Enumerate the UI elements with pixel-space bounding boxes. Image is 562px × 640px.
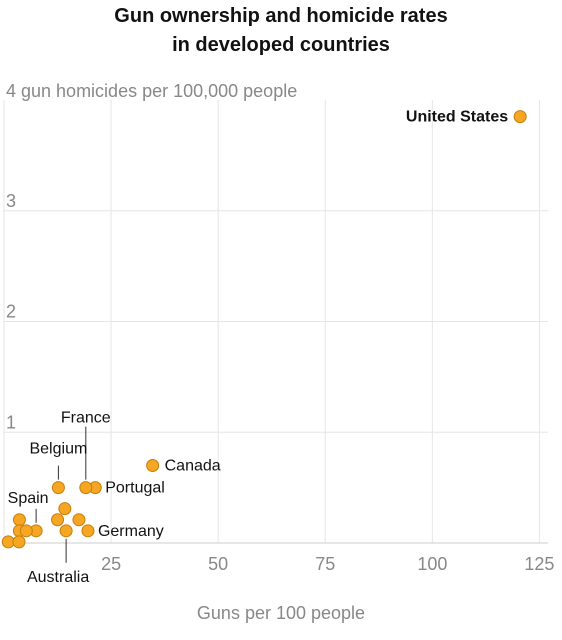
- y-axis-label: 4 gun homicides per 100,000 people: [6, 81, 297, 101]
- point-label-spain: Spain: [8, 490, 49, 507]
- data-points: [1, 110, 527, 549]
- data-point: [19, 524, 33, 538]
- data-point: [1, 535, 15, 549]
- x-tick-label: 75: [315, 554, 335, 574]
- data-point-france: [79, 481, 93, 495]
- data-point-australia: [59, 524, 73, 538]
- point-label-portugal: Portugal: [105, 480, 165, 497]
- data-point-belgium: [51, 481, 65, 495]
- data-point-germany: [81, 524, 95, 538]
- data-point: [12, 535, 26, 549]
- data-point: [12, 513, 26, 527]
- axis-ticks: 25 50 75 100 125 1 2 3 4 gun homicides per 100,0…: [6, 81, 554, 574]
- x-tick-label: 100: [417, 554, 447, 574]
- data-point-united-states: [513, 110, 527, 124]
- chart-title-line-1: Gun ownership and homicide rates: [114, 5, 448, 27]
- point-label-germany: Germany: [98, 523, 164, 540]
- point-label-united-states: United States: [406, 109, 508, 126]
- data-point: [51, 513, 65, 527]
- chart-title: Gun ownership and homicide rates in deve…: [0, 2, 562, 60]
- x-axis-label: Guns per 100 people: [197, 603, 365, 623]
- point-label-belgium: Belgium: [29, 441, 87, 458]
- x-tick-label: 50: [208, 554, 228, 574]
- point-label-australia: Australia: [27, 569, 89, 586]
- y-tick-label: 1: [6, 412, 16, 432]
- chart-title-line-2: in developed countries: [172, 34, 390, 56]
- data-point: [72, 513, 86, 527]
- x-tick-label: 125: [524, 554, 554, 574]
- point-label-canada: Canada: [165, 457, 221, 474]
- data-point: [58, 502, 72, 516]
- label-leader-lines: [35, 426, 87, 563]
- y-tick-label: 2: [6, 302, 16, 322]
- data-point-canada: [146, 458, 160, 472]
- x-tick-label: 25: [101, 554, 121, 574]
- point-label-france: France: [61, 410, 111, 427]
- y-tick-label: 3: [6, 191, 16, 211]
- grid-lines: [3, 100, 548, 544]
